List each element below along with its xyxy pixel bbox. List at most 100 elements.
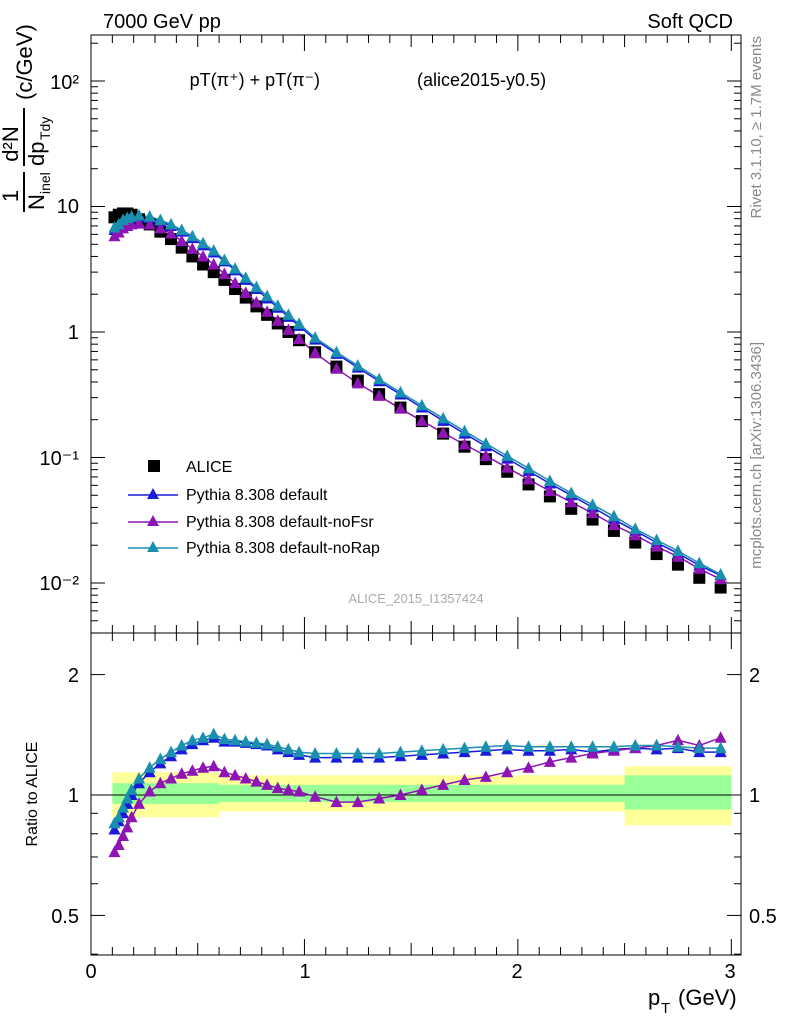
point-nofsr — [351, 376, 364, 389]
bottom-panel-frame — [90, 632, 742, 956]
xtick-label-2: 2 — [511, 961, 522, 983]
ratio-point-nofsr — [282, 783, 295, 795]
ratio-point-norap — [186, 733, 199, 746]
ratio-point-norap — [607, 740, 620, 752]
point-nofsr — [239, 286, 252, 298]
ratio-point-norap — [165, 745, 178, 758]
ratio-point-norap — [693, 741, 706, 754]
ratio-point-nofsr — [522, 761, 535, 773]
point-norap — [197, 236, 210, 249]
plot-title-main: pT(π⁺) + pT(π⁻) — [190, 70, 320, 90]
point-norap — [693, 556, 706, 569]
point-nofsr — [458, 437, 471, 450]
point-norap — [293, 317, 306, 329]
ratio-point-nofsr — [671, 733, 684, 746]
point-norap — [565, 486, 578, 499]
ratio-point-nofsr — [543, 755, 556, 767]
ylabel-frac-den: N — [24, 194, 49, 210]
ratio-point-norap — [671, 740, 684, 752]
ratio-ytick-left-0.5: 0.5 — [51, 906, 79, 928]
ratio-point-norap — [121, 792, 134, 804]
ratio-uncertainty-bands — [112, 766, 732, 826]
side-label-mcplots: mcplots.cern.ch [arXiv:1306.3436] — [748, 342, 765, 569]
ratio-point-norap — [133, 771, 146, 784]
ratio-point-norap — [197, 731, 210, 743]
ratio-point-nofsr — [373, 792, 386, 804]
point-alice — [714, 581, 727, 594]
ratio-ytick-right-1: 1 — [749, 785, 760, 807]
ratio-point-nofsr — [154, 776, 167, 789]
point-nofsr — [330, 362, 343, 374]
top-axis-ticks — [90, 35, 741, 634]
side-label-rivet: Rivet 3.1.10, ≥ 1.7M events — [748, 36, 765, 219]
ratio-point-nofsr — [479, 770, 492, 782]
ratio-point-norap — [154, 752, 167, 765]
ratio-point-nofsr — [143, 785, 156, 797]
ratio-point-nofsr — [239, 771, 252, 784]
ratio-point-norap — [175, 738, 188, 751]
ratio-point-norap — [207, 727, 220, 740]
ytick-label-10: 10 — [57, 196, 79, 218]
ratio-point-norap — [143, 761, 156, 773]
ratio-point-nofsr — [501, 765, 514, 778]
ylabel-unit: (c/GeV) — [12, 24, 37, 100]
point-nofsr — [133, 217, 146, 229]
point-norap — [309, 331, 322, 343]
point-nofsr — [501, 461, 514, 473]
point-norap — [239, 271, 252, 283]
ratio-point-nofsr — [175, 767, 188, 779]
ratio-point-norap — [650, 738, 663, 751]
point-norap — [543, 474, 556, 486]
ratio-ytick-right-2: 2 — [749, 665, 760, 687]
ratio-point-norap — [522, 740, 535, 752]
point-norap — [207, 244, 220, 256]
point-nofsr — [250, 295, 263, 308]
point-norap — [522, 461, 535, 474]
ratio-point-norap — [229, 733, 242, 746]
point-nofsr — [186, 242, 199, 254]
ratio-point-norap — [437, 742, 450, 755]
analysis-watermark: ALICE_2015_I1357424 — [348, 591, 483, 606]
point-nofsr — [229, 276, 242, 289]
point-nofsr — [629, 528, 642, 541]
point-nofsr — [479, 449, 492, 461]
ratio-point-nofsr — [207, 759, 220, 772]
point-norap — [458, 424, 471, 437]
ratio-point-nofsr — [586, 746, 599, 759]
ylabel-d2n-num: d²N — [0, 126, 23, 161]
xtick-label-0: 0 — [85, 961, 96, 983]
point-norap — [394, 385, 407, 398]
ratio-point-norap — [394, 745, 407, 758]
point-nofsr — [586, 506, 599, 519]
point-nofsr — [261, 305, 274, 317]
ratio-point-norap — [458, 741, 471, 754]
top-ylabel: 1 N inel d²N dp Tdy (c/GeV) — [0, 24, 53, 212]
ratio-point-nofsr — [293, 785, 306, 797]
point-norap — [175, 223, 188, 235]
ratio-point-nofsr — [458, 773, 471, 786]
point-norap — [133, 208, 146, 221]
point-nofsr — [394, 402, 407, 414]
bottom-axis-ticks — [90, 633, 741, 955]
point-norap — [261, 289, 274, 302]
point-norap — [650, 533, 663, 546]
point-nofsr — [207, 258, 220, 270]
ratio-point-norap — [351, 746, 364, 759]
ratio-point-nofsr — [121, 820, 134, 833]
ratio-ytick-right-0.5: 0.5 — [749, 906, 777, 928]
legend-label-norap: Pythia 8.308 default-noRap — [186, 540, 380, 557]
point-nofsr — [293, 332, 306, 344]
point-nofsr — [282, 323, 295, 335]
point-norap — [143, 210, 156, 222]
point-nofsr — [543, 484, 556, 497]
legend-marker-nofsr — [147, 515, 159, 526]
ylabel-d2n-den: dp — [24, 142, 49, 166]
ratio-point-nofsr — [125, 810, 138, 823]
legend-label-default: Pythia 8.308 default — [186, 487, 328, 504]
ratio-point-nofsr — [197, 761, 210, 773]
point-norap — [586, 498, 599, 510]
point-nofsr — [415, 414, 428, 426]
ytick-label-100: 10² — [50, 72, 79, 94]
point-norap — [271, 299, 284, 311]
point-norap — [282, 308, 295, 320]
